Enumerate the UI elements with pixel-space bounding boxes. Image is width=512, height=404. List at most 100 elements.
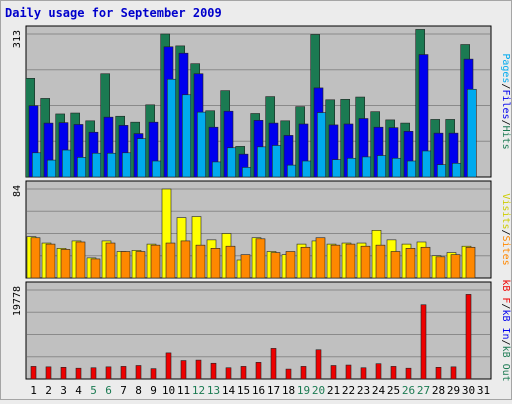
bar-sites-26 xyxy=(405,248,416,279)
x-tick-label-day-31: 31 xyxy=(477,384,490,397)
x-tick-label-day-3: 3 xyxy=(60,384,67,397)
legend-part: / xyxy=(500,120,511,126)
bar-pages-2 xyxy=(46,159,57,178)
bar-pages-17 xyxy=(271,145,282,178)
bar-pages-1 xyxy=(31,152,42,178)
bar-pages-3 xyxy=(61,149,72,178)
bar-kb-f-20 xyxy=(315,349,322,380)
x-tick-label-day-25: 25 xyxy=(387,384,400,397)
bar-sites-14 xyxy=(225,245,236,279)
middle-ymax-label: 84 xyxy=(12,185,23,197)
bar-sites-15 xyxy=(240,254,251,279)
bar-pages-28 xyxy=(436,164,447,178)
bar-kb-f-7 xyxy=(120,366,127,380)
bar-sites-9 xyxy=(150,244,161,279)
bar-sites-10 xyxy=(165,242,176,279)
chart-title: Daily usage for September 2009 xyxy=(5,6,222,20)
x-tick-label-day-4: 4 xyxy=(75,384,82,397)
x-tick-label-day-2: 2 xyxy=(45,384,52,397)
bar-sites-11 xyxy=(180,240,191,279)
bar-sites-21 xyxy=(330,244,341,279)
bar-pages-26 xyxy=(406,160,417,178)
bar-sites-27 xyxy=(420,246,431,279)
x-tick-label-day-15: 15 xyxy=(237,384,250,397)
bar-sites-6 xyxy=(105,242,116,279)
bar-kb-f-15 xyxy=(240,366,247,380)
x-tick-label-day-21: 21 xyxy=(327,384,340,397)
bar-kb-f-17 xyxy=(270,348,277,380)
bar-pages-30 xyxy=(466,88,477,178)
x-tick-label-day-27: 27 xyxy=(417,384,430,397)
legend-part: Pages xyxy=(500,53,511,83)
x-tick-label-day-23: 23 xyxy=(357,384,370,397)
bar-pages-9 xyxy=(152,160,162,178)
bar-sites-16 xyxy=(255,238,266,279)
bar-sites-5 xyxy=(90,258,101,279)
bar-kb-f-4 xyxy=(75,367,82,380)
bar-sites-20 xyxy=(315,237,326,279)
bar-kb-f-19 xyxy=(300,366,307,380)
x-tick-label-day-11: 11 xyxy=(177,384,190,397)
bar-kb-f-1 xyxy=(30,366,37,380)
bar-kb-f-9 xyxy=(150,368,157,380)
bar-kb-f-27 xyxy=(420,304,427,380)
top-legend-label: Pages/Files/Hits xyxy=(500,53,511,149)
bar-kb-f-12 xyxy=(195,359,202,380)
x-tick-label-day-9: 9 xyxy=(150,384,157,397)
bar-pages-4 xyxy=(77,157,87,178)
bar-sites-22 xyxy=(345,243,356,279)
bar-sites-25 xyxy=(390,251,401,279)
bar-pages-14 xyxy=(227,147,237,178)
x-tick-label-day-17: 17 xyxy=(267,384,280,397)
bar-kb-f-16 xyxy=(255,362,262,380)
bar-sites-13 xyxy=(210,248,221,279)
bottom-ymax-label: 19778 xyxy=(12,286,23,316)
bar-kb-f-8 xyxy=(135,365,142,380)
bar-pages-12 xyxy=(197,111,207,178)
bar-pages-5 xyxy=(92,152,102,178)
bar-kb-f-25 xyxy=(390,366,397,380)
x-tick-label-day-13: 13 xyxy=(207,384,220,397)
bar-sites-1 xyxy=(30,237,41,279)
bar-kb-f-23 xyxy=(360,367,367,380)
chart-panel-middle: 84 Visits/Sites xyxy=(12,180,511,279)
legend-part: Sites xyxy=(500,236,511,266)
bar-kb-f-10 xyxy=(165,352,172,380)
bar-sites-19 xyxy=(300,246,311,279)
x-tick-label-day-10: 10 xyxy=(162,384,175,397)
bar-pages-27 xyxy=(421,150,432,178)
legend-part: kB F xyxy=(500,279,511,303)
bar-pages-13 xyxy=(212,161,222,178)
bar-pages-22 xyxy=(346,157,357,178)
top-ymax-label: 313 xyxy=(12,30,23,48)
x-tick-label-day-1: 1 xyxy=(30,384,37,397)
bar-kb-f-22 xyxy=(345,364,352,380)
bar-kb-f-21 xyxy=(330,365,337,380)
bar-kb-f-24 xyxy=(375,363,382,380)
bar-kb-f-30 xyxy=(465,294,472,380)
bar-sites-8 xyxy=(135,251,146,279)
bar-pages-10 xyxy=(167,78,177,178)
bar-kb-f-26 xyxy=(405,367,412,380)
legend-part: / xyxy=(500,303,511,309)
bar-kb-f-3 xyxy=(60,366,67,380)
bottom-legend-label: kB F/kB In/kB Out xyxy=(500,279,511,381)
bar-sites-28 xyxy=(435,256,446,279)
legend-part: / xyxy=(500,340,511,346)
bar-sites-17 xyxy=(270,252,281,279)
x-tick-label-day-5: 5 xyxy=(90,384,97,397)
bar-pages-7 xyxy=(122,152,132,178)
bar-kb-f-18 xyxy=(285,368,292,380)
x-tick-label-day-7: 7 xyxy=(120,384,127,397)
bar-pages-29 xyxy=(451,162,462,178)
bar-pages-11 xyxy=(182,94,192,178)
legend-part: / xyxy=(500,229,511,235)
bar-pages-19 xyxy=(301,160,312,178)
middle-legend-label: Visits/Sites xyxy=(500,193,511,265)
bar-pages-25 xyxy=(391,157,402,178)
x-tick-label-day-8: 8 xyxy=(135,384,142,397)
legend-part: Files xyxy=(500,89,511,119)
